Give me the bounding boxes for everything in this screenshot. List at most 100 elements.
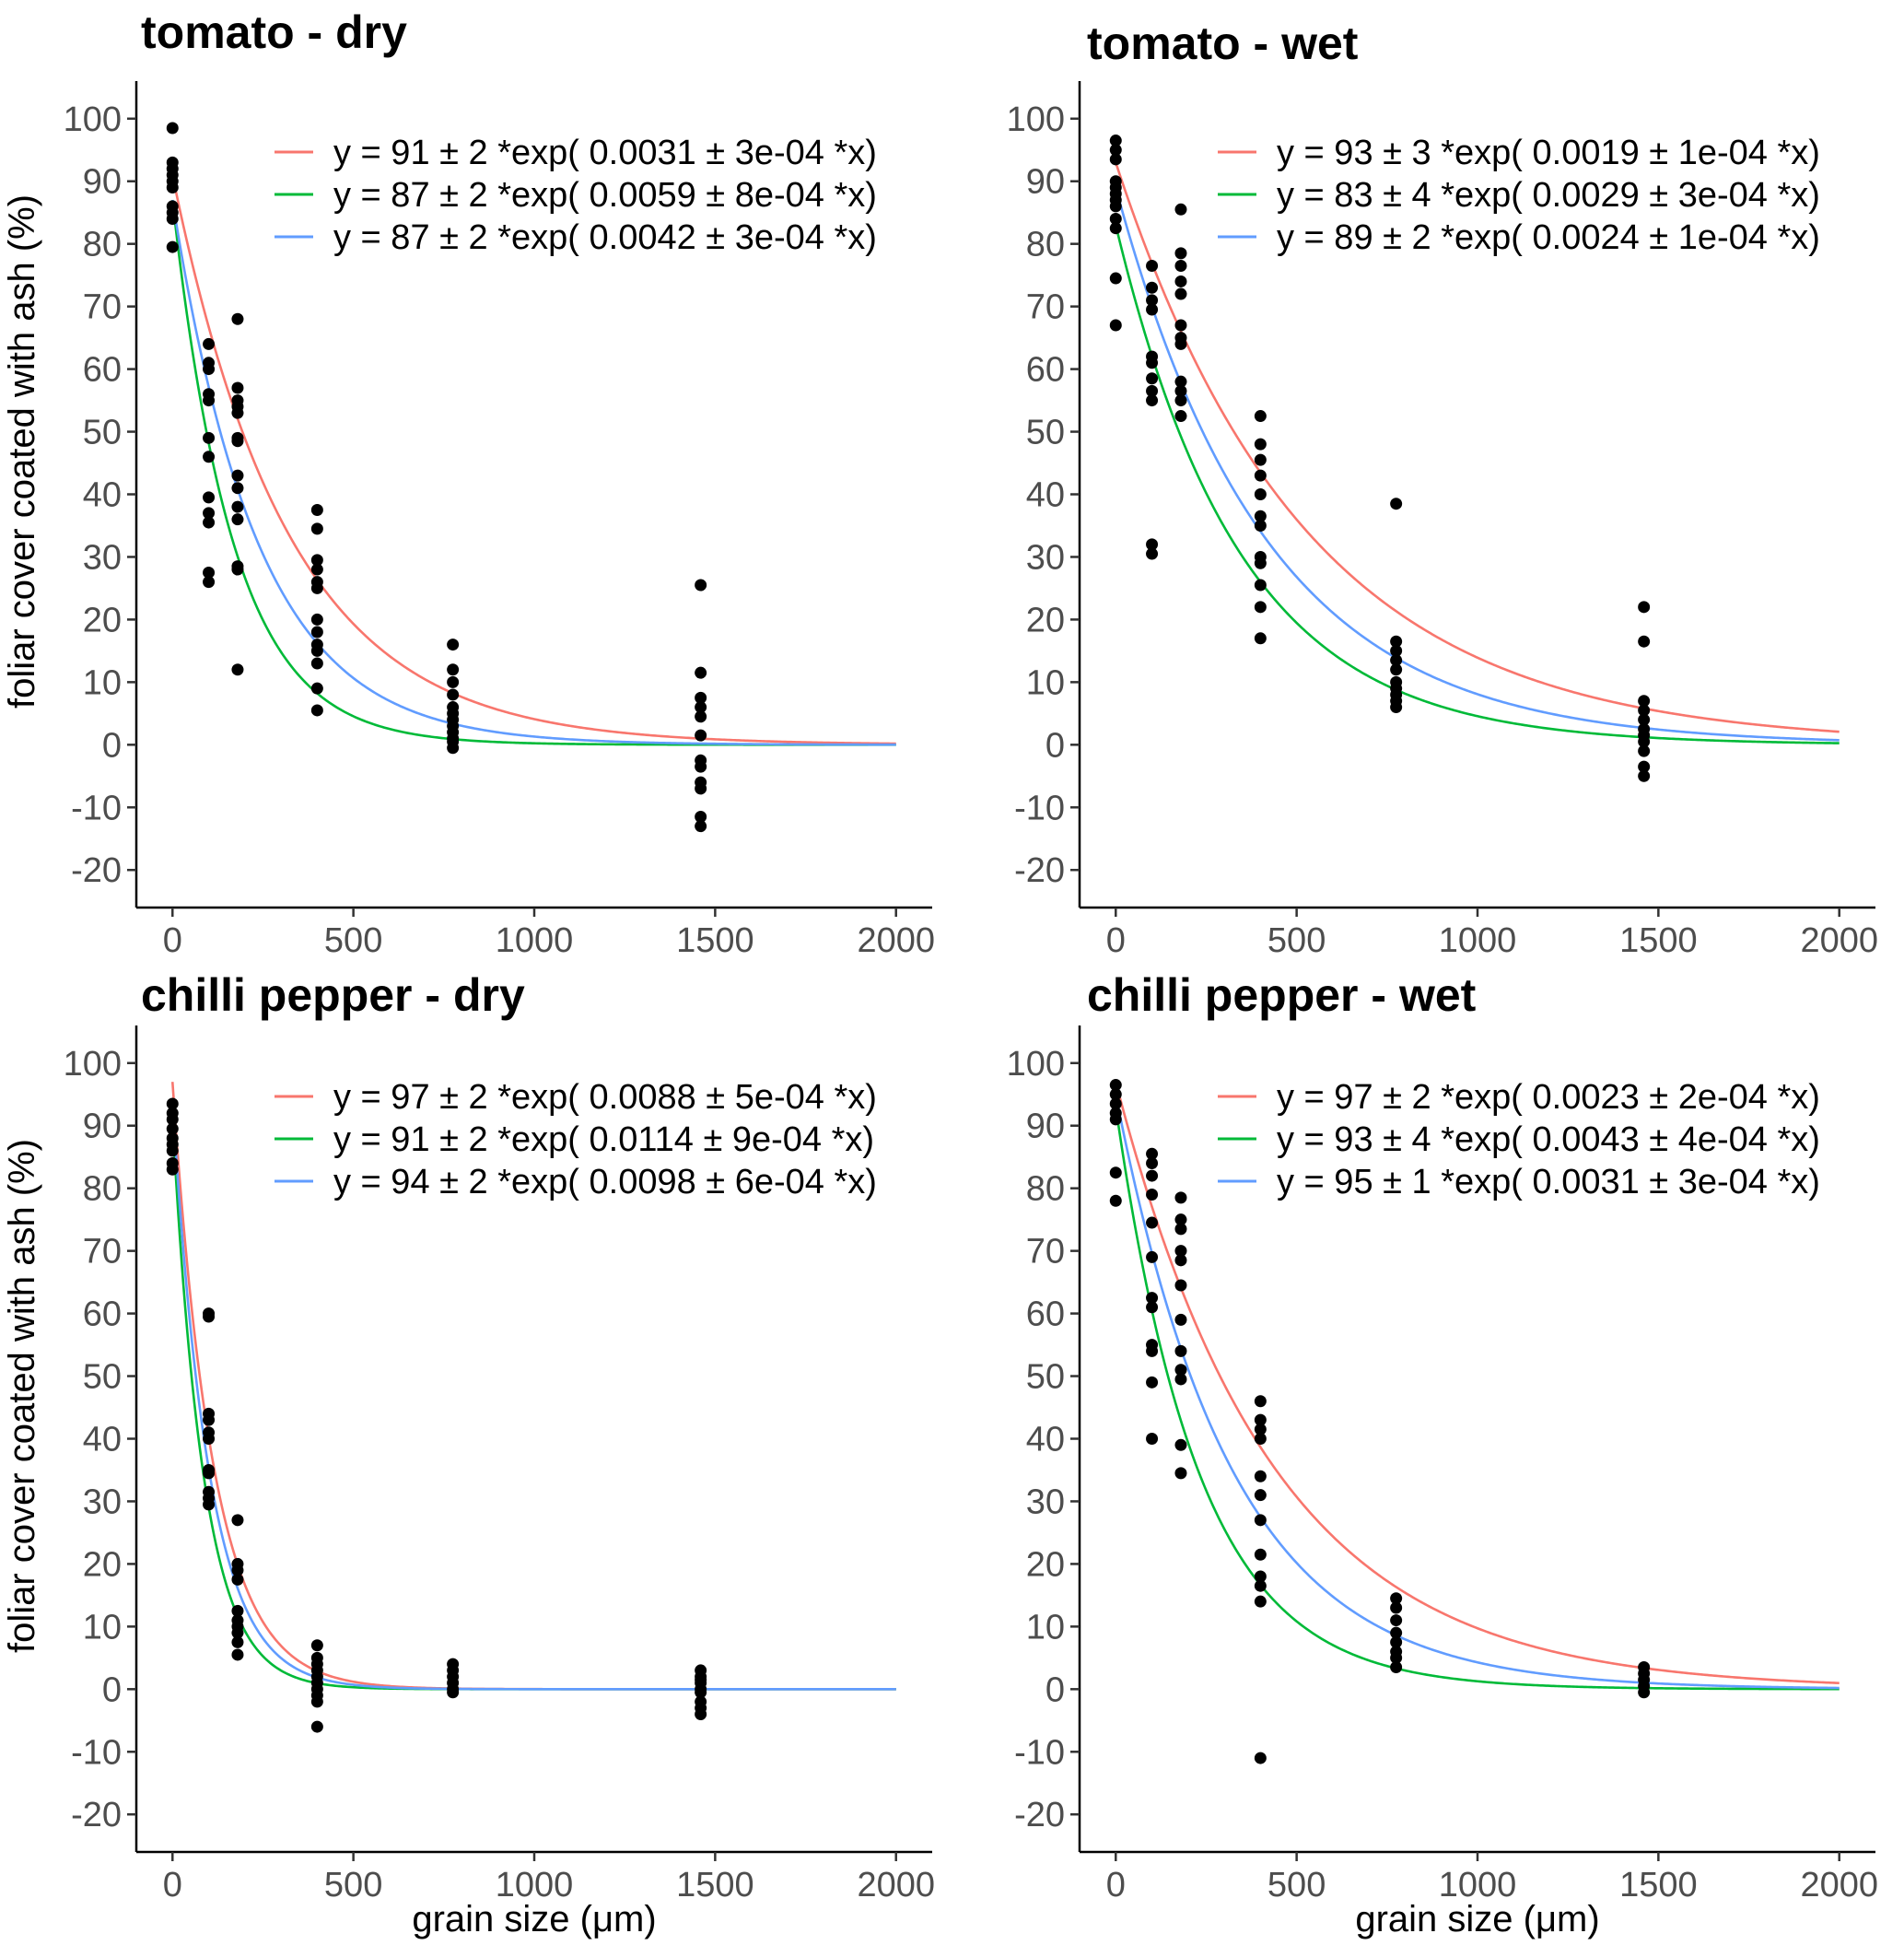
- x-tick-label: 1500: [676, 921, 754, 960]
- data-point: [695, 701, 707, 714]
- x-tick-label: 500: [324, 921, 382, 960]
- y-tick-label: -20: [1014, 851, 1065, 890]
- fit-curves: [1114, 1081, 1840, 1691]
- panel-title: tomato - wet: [1087, 18, 1359, 69]
- data-point: [166, 213, 179, 225]
- y-axis-title: foliar cover coated with ash (%): [2, 1139, 42, 1653]
- data-point: [1254, 1752, 1267, 1764]
- data-point: [1109, 1166, 1122, 1179]
- data-point: [1174, 1191, 1187, 1204]
- data-point: [1174, 1467, 1187, 1480]
- data-point: [231, 406, 244, 419]
- x-tick-label: 2000: [857, 1866, 935, 1904]
- y-tick-label: 0: [1045, 1670, 1065, 1709]
- data-point: [1174, 375, 1187, 388]
- data-point: [1254, 1595, 1267, 1608]
- data-point: [1638, 713, 1651, 726]
- y-tick-label: 20: [83, 1545, 122, 1584]
- data-point: [203, 337, 216, 350]
- data-point: [447, 742, 460, 755]
- x-axis-title: grain size (μm): [1355, 1899, 1599, 1939]
- fit-curve-3: [1115, 187, 1840, 742]
- y-tick-label: 10: [83, 1608, 122, 1646]
- panel-title: chilli pepper - dry: [141, 969, 525, 1021]
- legend: y = 97 ± 2 *exp( 0.0088 ± 5e-04 *x) y = …: [275, 1078, 877, 1201]
- data-point: [1109, 1113, 1122, 1126]
- data-point: [231, 312, 244, 325]
- data-point: [231, 1635, 244, 1648]
- data-point: [1174, 1279, 1187, 1292]
- y-tick-label: 40: [1026, 476, 1065, 515]
- x-tick-label: 2000: [857, 921, 935, 960]
- data-point: [1146, 394, 1159, 407]
- data-point: [310, 1695, 323, 1708]
- data-point: [1109, 1097, 1122, 1110]
- data-point: [1109, 1088, 1122, 1101]
- y-tick-label: 20: [1026, 1545, 1065, 1584]
- x-tick-label: 1000: [496, 921, 574, 960]
- x-tick-label: 2000: [1800, 921, 1878, 960]
- data-points: [166, 122, 707, 833]
- y-tick-label: 70: [83, 1233, 122, 1271]
- data-point: [695, 810, 707, 823]
- y-tick-label: 50: [83, 414, 122, 452]
- data-point: [695, 729, 707, 742]
- data-point: [1109, 144, 1122, 157]
- data-point: [203, 566, 216, 579]
- data-point: [1146, 294, 1159, 307]
- y-tick-label: 80: [1026, 1170, 1065, 1209]
- data-point: [1254, 453, 1267, 466]
- data-point: [231, 1604, 244, 1617]
- data-point: [1254, 519, 1267, 532]
- data-point: [695, 666, 707, 679]
- data-point: [203, 1433, 216, 1445]
- y-tick-label: 30: [1026, 538, 1065, 577]
- data-points: [166, 1097, 707, 1733]
- data-point: [1254, 579, 1267, 592]
- panel-title: tomato - dry: [141, 6, 407, 58]
- data-point: [1146, 1157, 1159, 1169]
- data-point: [231, 1564, 244, 1576]
- data-point: [1109, 153, 1122, 166]
- data-point: [695, 710, 707, 723]
- legend-label-fit-1: y = 97 ± 2 *exp( 0.0088 ± 5e-04 *x): [333, 1078, 877, 1117]
- data-point: [166, 182, 179, 194]
- legend-label-fit-1: y = 97 ± 2 *exp( 0.0023 ± 2e-04 *x): [1277, 1078, 1820, 1117]
- y-tick-label: 10: [83, 663, 122, 702]
- legend-label-fit-1: y = 93 ± 3 *exp( 0.0019 ± 1e-04 *x): [1277, 134, 1820, 172]
- y-tick-label: 100: [1007, 100, 1065, 139]
- data-point: [231, 435, 244, 448]
- panel-title: chilli pepper - wet: [1087, 969, 1477, 1021]
- legend: y = 91 ± 2 *exp( 0.0031 ± 3e-04 *x) y = …: [275, 134, 877, 257]
- fit-curve-1: [1115, 1081, 1840, 1684]
- data-point: [1254, 510, 1267, 522]
- data-point: [310, 644, 323, 657]
- data-point: [1390, 635, 1403, 648]
- data-point: [1146, 1433, 1159, 1445]
- x-tick-label: 0: [1106, 921, 1126, 960]
- data-point: [1390, 663, 1403, 676]
- data-point: [310, 682, 323, 695]
- data-point: [1109, 272, 1122, 285]
- y-tick-label: 70: [1026, 288, 1065, 327]
- y-tick-label: 50: [1026, 1358, 1065, 1397]
- y-tick-label: 20: [83, 601, 122, 639]
- data-point: [1390, 1601, 1403, 1614]
- data-point: [166, 240, 179, 253]
- data-point: [1146, 1169, 1159, 1182]
- data-point: [1174, 259, 1187, 272]
- data-point: [310, 1639, 323, 1652]
- data-point: [1174, 275, 1187, 287]
- data-point: [695, 579, 707, 592]
- fit-curve-2: [170, 1119, 896, 1691]
- data-point: [1146, 1376, 1159, 1389]
- data-point: [1254, 1579, 1267, 1592]
- data-point: [1254, 557, 1267, 569]
- y-tick-label: 90: [1026, 163, 1065, 202]
- y-tick-label: 100: [64, 1045, 122, 1084]
- axis-ticks: 0 500 1000 1500 2000 -20 -10 0 10 20 30 40 50 60 70 80 9…: [1007, 1045, 1878, 1904]
- data-point: [447, 663, 460, 676]
- data-point: [1390, 1614, 1403, 1627]
- data-point: [1390, 701, 1403, 714]
- data-point: [1254, 488, 1267, 500]
